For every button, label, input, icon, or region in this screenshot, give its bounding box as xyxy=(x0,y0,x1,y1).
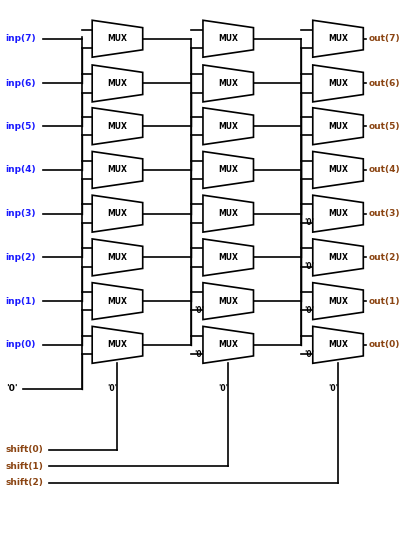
Text: MUX: MUX xyxy=(328,166,348,174)
Text: MUX: MUX xyxy=(328,296,348,306)
Text: '0': '0' xyxy=(194,349,204,359)
Polygon shape xyxy=(203,326,253,364)
Polygon shape xyxy=(92,65,143,102)
Text: inp(5): inp(5) xyxy=(6,122,36,131)
Text: inp(2): inp(2) xyxy=(6,253,36,262)
Text: MUX: MUX xyxy=(218,209,238,218)
Text: '0': '0' xyxy=(328,384,338,393)
Polygon shape xyxy=(313,65,363,102)
Text: MUX: MUX xyxy=(218,296,238,306)
Text: out(7): out(7) xyxy=(368,34,400,43)
Text: MUX: MUX xyxy=(108,209,127,218)
Polygon shape xyxy=(203,239,253,276)
Text: MUX: MUX xyxy=(328,209,348,218)
Text: MUX: MUX xyxy=(328,340,348,349)
Text: MUX: MUX xyxy=(108,253,127,262)
Text: MUX: MUX xyxy=(218,253,238,262)
Polygon shape xyxy=(92,195,143,232)
Text: '0': '0' xyxy=(304,219,314,227)
Text: '0': '0' xyxy=(304,349,314,359)
Text: MUX: MUX xyxy=(108,122,127,131)
Text: MUX: MUX xyxy=(328,122,348,131)
Polygon shape xyxy=(203,195,253,232)
Polygon shape xyxy=(313,239,363,276)
Polygon shape xyxy=(313,195,363,232)
Text: '0': '0' xyxy=(218,384,228,393)
Text: out(6): out(6) xyxy=(368,79,400,88)
Text: inp(4): inp(4) xyxy=(6,166,36,174)
Text: MUX: MUX xyxy=(108,34,127,43)
Text: MUX: MUX xyxy=(218,122,238,131)
Text: out(1): out(1) xyxy=(368,296,400,306)
Polygon shape xyxy=(313,282,363,320)
Polygon shape xyxy=(203,20,253,57)
Text: MUX: MUX xyxy=(328,253,348,262)
Text: shift(2): shift(2) xyxy=(6,478,44,487)
Text: MUX: MUX xyxy=(108,296,127,306)
Polygon shape xyxy=(313,151,363,188)
Polygon shape xyxy=(92,239,143,276)
Text: out(5): out(5) xyxy=(368,122,400,131)
Text: shift(0): shift(0) xyxy=(6,445,43,454)
Text: out(3): out(3) xyxy=(368,209,400,218)
Text: MUX: MUX xyxy=(328,79,348,88)
Text: out(0): out(0) xyxy=(368,340,399,349)
Text: inp(3): inp(3) xyxy=(6,209,36,218)
Polygon shape xyxy=(313,326,363,364)
Text: out(2): out(2) xyxy=(368,253,400,262)
Text: '0': '0' xyxy=(304,262,314,271)
Text: inp(1): inp(1) xyxy=(6,296,36,306)
Polygon shape xyxy=(313,108,363,144)
Text: inp(0): inp(0) xyxy=(6,340,36,349)
Polygon shape xyxy=(203,65,253,102)
Text: MUX: MUX xyxy=(218,79,238,88)
Polygon shape xyxy=(92,151,143,188)
Text: shift(1): shift(1) xyxy=(6,462,44,471)
Polygon shape xyxy=(203,282,253,320)
Polygon shape xyxy=(92,20,143,57)
Text: MUX: MUX xyxy=(218,34,238,43)
Polygon shape xyxy=(92,326,143,364)
Text: '0': '0' xyxy=(194,306,204,315)
Text: inp(6): inp(6) xyxy=(6,79,36,88)
Polygon shape xyxy=(313,20,363,57)
Text: MUX: MUX xyxy=(218,166,238,174)
Polygon shape xyxy=(92,108,143,144)
Text: '0': '0' xyxy=(304,306,314,315)
Polygon shape xyxy=(92,282,143,320)
Text: '0': '0' xyxy=(6,384,17,393)
Text: MUX: MUX xyxy=(108,340,127,349)
Text: MUX: MUX xyxy=(328,34,348,43)
Text: MUX: MUX xyxy=(218,340,238,349)
Polygon shape xyxy=(203,108,253,144)
Text: out(4): out(4) xyxy=(368,166,400,174)
Polygon shape xyxy=(203,151,253,188)
Text: '0': '0' xyxy=(108,384,118,393)
Text: inp(7): inp(7) xyxy=(6,34,36,43)
Text: MUX: MUX xyxy=(108,79,127,88)
Text: MUX: MUX xyxy=(108,166,127,174)
